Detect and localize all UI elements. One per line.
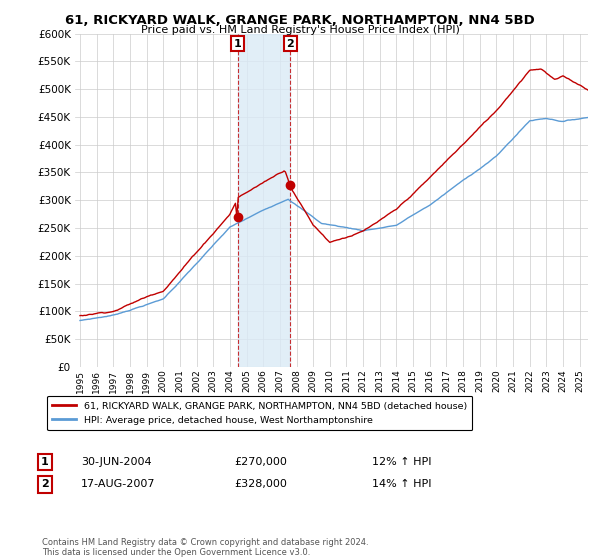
Bar xyxy=(238,34,290,367)
Text: 1: 1 xyxy=(233,39,241,49)
Legend: 61, RICKYARD WALK, GRANGE PARK, NORTHAMPTON, NN4 5BD (detached house), HPI: Aver: 61, RICKYARD WALK, GRANGE PARK, NORTHAMP… xyxy=(47,395,472,431)
Text: £270,000: £270,000 xyxy=(234,457,287,467)
Text: 2: 2 xyxy=(41,479,49,489)
Text: 14% ↑ HPI: 14% ↑ HPI xyxy=(372,479,431,489)
Text: 1: 1 xyxy=(41,457,49,467)
Text: 61, RICKYARD WALK, GRANGE PARK, NORTHAMPTON, NN4 5BD: 61, RICKYARD WALK, GRANGE PARK, NORTHAMP… xyxy=(65,14,535,27)
Text: 30-JUN-2004: 30-JUN-2004 xyxy=(81,457,152,467)
Text: 17-AUG-2007: 17-AUG-2007 xyxy=(81,479,155,489)
Text: Contains HM Land Registry data © Crown copyright and database right 2024.
This d: Contains HM Land Registry data © Crown c… xyxy=(42,538,368,557)
Text: 12% ↑ HPI: 12% ↑ HPI xyxy=(372,457,431,467)
Text: 2: 2 xyxy=(286,39,294,49)
Text: Price paid vs. HM Land Registry's House Price Index (HPI): Price paid vs. HM Land Registry's House … xyxy=(140,25,460,35)
Text: £328,000: £328,000 xyxy=(234,479,287,489)
